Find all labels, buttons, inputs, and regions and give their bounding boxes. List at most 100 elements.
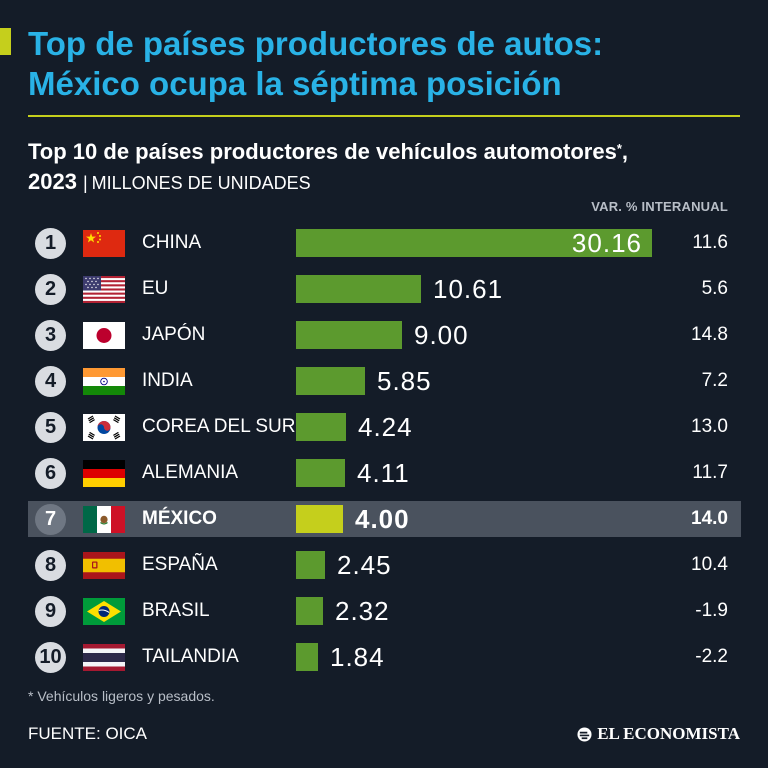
brazil-flag-icon [83, 598, 125, 625]
accent-bar [0, 28, 11, 55]
bar-track: 4.24 [296, 412, 656, 442]
chart-title-text: Top 10 de países productores de vehículo… [28, 139, 617, 164]
bar [296, 643, 318, 671]
chart-title: Top 10 de países productores de vehículo… [28, 138, 628, 166]
bar-track: 10.61 [296, 274, 656, 304]
headline: Top de países productores de autos: Méxi… [28, 24, 748, 104]
country-label: EU [142, 278, 169, 299]
rank-badge: 7 [35, 504, 66, 535]
var-pct-value: 14.8 [691, 324, 728, 345]
table-row: 1 CHINA 30.16 11.6 [0, 224, 768, 270]
var-pct-value: 7.2 [701, 370, 728, 391]
value-label: 4.24 [358, 412, 413, 442]
var-pct-value: -1.9 [695, 600, 728, 621]
bar [296, 505, 343, 533]
bar [296, 275, 421, 303]
rank-badge: 2 [35, 274, 66, 305]
bar [296, 413, 346, 441]
headline-line-1: Top de países productores de autos: [28, 25, 604, 62]
el-economista-logo-icon [577, 726, 592, 742]
bar [296, 597, 323, 625]
bar-track: 2.32 [296, 596, 656, 626]
table-row: 8 ESPAÑA 2.45 10.4 [0, 546, 768, 592]
table-row: 6 ALEMANIA 4.11 11.7 [0, 454, 768, 500]
spain-flag-icon [83, 552, 125, 579]
value-label: 1.84 [330, 642, 385, 672]
footnote: * Vehículos ligeros y pesados. [28, 688, 215, 704]
table-row: 10 TAILANDIA 1.84 -2.2 [0, 638, 768, 684]
country-label: MÉXICO [142, 508, 217, 529]
japan-flag-icon [83, 322, 125, 349]
value-label: 2.32 [335, 596, 390, 626]
value-label: 5.85 [377, 366, 432, 396]
chart-subtitle-separator: | [82, 173, 88, 193]
headline-divider [28, 115, 740, 117]
var-pct-value: 10.4 [691, 554, 728, 575]
rank-badge: 8 [35, 550, 66, 581]
usa-flag-icon [83, 276, 125, 303]
bar-track: 4.11 [296, 458, 656, 488]
country-label: INDIA [142, 370, 193, 391]
el-economista-logo: EL ECONOMISTA [577, 724, 740, 744]
bar-track: 1.84 [296, 642, 656, 672]
value-label: 9.00 [414, 320, 469, 350]
bar-track: 5.85 [296, 366, 656, 396]
country-label: CHINA [142, 232, 202, 253]
value-label: 30.16 [571, 228, 642, 258]
china-flag-icon [83, 230, 125, 257]
rank-badge: 6 [35, 458, 66, 489]
country-label: ESPAÑA [142, 554, 218, 575]
rank-badge: 4 [35, 366, 66, 397]
country-label: JAPÓN [142, 324, 206, 345]
var-column-header: VAR. % INTERANUAL [591, 199, 728, 214]
bar [296, 551, 325, 579]
thailand-flag-icon [83, 644, 125, 671]
country-label: BRASIL [142, 600, 210, 621]
var-pct-value: 13.0 [691, 416, 728, 437]
value-label: 2.45 [337, 550, 392, 580]
var-pct-value: -2.2 [695, 646, 728, 667]
table-row-highlighted: 7 MÉXICO 4.00 14.0 [0, 500, 768, 546]
rank-badge: 3 [35, 320, 66, 351]
value-label: 4.11 [357, 458, 410, 488]
bar [296, 229, 652, 257]
bar [296, 459, 345, 487]
bar-track: 2.45 [296, 550, 656, 580]
source: FUENTE: OICA [28, 724, 148, 743]
table-row: 3 JAPÓN 9.00 14.8 [0, 316, 768, 362]
table-row: 5 COREA DEL SUR 4.24 13.0 [0, 408, 768, 454]
value-label: 10.61 [433, 274, 504, 304]
india-flag-icon [83, 368, 125, 395]
bar-track: 4.00 [296, 504, 656, 534]
chart-title-comma: , [621, 139, 629, 164]
rank-badge: 5 [35, 412, 66, 443]
headline-line-2: México ocupa la séptima posición [28, 65, 562, 102]
var-pct-value: 11.6 [692, 232, 728, 253]
logo-text: EL ECONOMISTA [597, 724, 740, 743]
bar [296, 321, 402, 349]
country-label: COREA DEL SUR [142, 416, 296, 437]
germany-flag-icon [83, 460, 125, 487]
chart-unit: MILLONES DE UNIDADES [91, 173, 311, 193]
value-label: 4.00 [355, 504, 410, 534]
table-row: 9 BRASIL 2.32 -1.9 [0, 592, 768, 638]
table-row: 2 EU 10.61 5.6 [0, 270, 768, 316]
rank-badge: 1 [35, 228, 66, 259]
country-label: ALEMANIA [142, 462, 239, 483]
var-pct-value: 5.6 [701, 278, 728, 299]
highlight-row-background [28, 501, 741, 537]
rank-badge: 9 [35, 596, 66, 627]
var-pct-value: 14.0 [691, 508, 728, 529]
country-label: TAILANDIA [142, 646, 239, 667]
rank-badge: 10 [35, 642, 66, 673]
mexico-flag-icon [83, 506, 125, 533]
south-korea-flag-icon [83, 414, 125, 441]
chart-title-asterisk: * [616, 141, 622, 156]
chart-subtitle: 2023 | MILLONES DE UNIDADES [28, 168, 311, 197]
table-row: 4 INDIA 5.85 7.2 [0, 362, 768, 408]
bar-track: 30.16 [296, 228, 656, 258]
bar-track: 9.00 [296, 320, 656, 350]
var-pct-value: 11.7 [692, 462, 728, 483]
chart-year: 2023 [28, 169, 77, 194]
bar [296, 367, 365, 395]
